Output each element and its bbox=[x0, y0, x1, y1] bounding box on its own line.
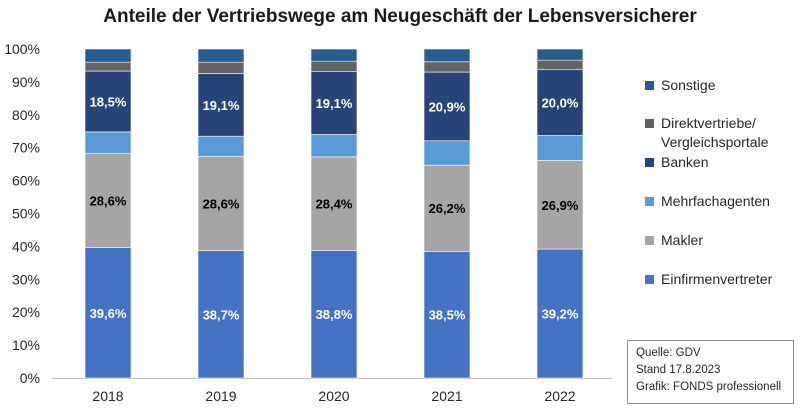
data-label: 26,9% bbox=[542, 198, 579, 213]
legend-swatch-mehrfachagenten bbox=[645, 197, 654, 206]
bar-segment-makler bbox=[84, 153, 132, 249]
x-tick-label: 2020 bbox=[318, 388, 349, 404]
legend-swatch-einfirmenvertreter bbox=[645, 275, 654, 284]
bar-segment-mehrfachagenten bbox=[84, 131, 132, 154]
bar-segment-direktvertriebe-vergleichsportale bbox=[197, 61, 245, 74]
x-tick-label: 2022 bbox=[544, 388, 575, 404]
legend-swatch-sonstige bbox=[645, 81, 654, 90]
data-label: 39,2% bbox=[542, 307, 579, 322]
legend-swatch-direktvertriebe bbox=[645, 119, 654, 128]
y-tick-label: 0% bbox=[20, 370, 40, 386]
legend-label-mehrfachagenten: Mehrfachagenten bbox=[661, 193, 770, 209]
legend-label-direktvertriebe: Direktvertriebe/ Vergleichsportale bbox=[661, 114, 800, 152]
bar-segment-sonstige bbox=[84, 48, 132, 63]
data-label: 18,5% bbox=[90, 94, 127, 109]
chart-title: Anteile der Vertriebswege am Neugeschäft… bbox=[103, 6, 697, 27]
bar-segment-banken bbox=[536, 69, 584, 136]
legend-item-makler: Makler bbox=[645, 231, 800, 250]
bar-segment-makler bbox=[197, 156, 245, 251]
bar-segment-sonstige bbox=[536, 48, 584, 61]
legend-item-banken: Banken bbox=[645, 153, 800, 172]
legend-item-einfirmenvertreter: Einfirmenvertreter bbox=[645, 270, 800, 289]
x-tick-label: 2021 bbox=[431, 388, 462, 404]
y-tick-label: 40% bbox=[12, 238, 40, 254]
data-label: 20,0% bbox=[542, 96, 579, 111]
bar-segment-makler bbox=[536, 160, 584, 250]
y-tick-label: 30% bbox=[12, 271, 40, 287]
y-tick-label: 20% bbox=[12, 304, 40, 320]
legend-swatch-makler bbox=[645, 236, 654, 245]
bar-segment-direktvertriebe-vergleichsportale bbox=[536, 59, 584, 71]
bar-segment-einfirmenvertreter bbox=[310, 250, 358, 379]
data-label: 26,2% bbox=[429, 201, 466, 216]
y-tick-label: 100% bbox=[4, 41, 40, 57]
legend-label-makler: Makler bbox=[661, 232, 704, 248]
y-tick-label: 80% bbox=[12, 107, 40, 123]
data-label: 20,9% bbox=[429, 99, 466, 114]
bar-segment-direktvertriebe-vergleichsportale bbox=[84, 61, 132, 72]
bar-segment-direktvertriebe-vergleichsportale bbox=[423, 61, 471, 73]
bar-segment-sonstige bbox=[423, 48, 471, 63]
data-label: 38,7% bbox=[203, 307, 240, 322]
data-label: 19,1% bbox=[203, 98, 240, 113]
source-box: Quelle: GDV Stand 17.8.2023 Grafik: FOND… bbox=[627, 340, 794, 404]
bar-segment-mehrfachagenten bbox=[536, 135, 584, 161]
legend-label-direktvertriebe-line1: Direktvertriebe/ bbox=[661, 115, 756, 131]
data-label: 38,8% bbox=[316, 307, 353, 322]
y-tick-label: 10% bbox=[12, 337, 40, 353]
bar-segment-mehrfachagenten bbox=[310, 134, 358, 158]
bar-segment-banken bbox=[310, 71, 358, 135]
x-tick-label: 2019 bbox=[205, 388, 236, 404]
data-label: 28,6% bbox=[203, 197, 240, 212]
y-tick-label: 70% bbox=[12, 140, 40, 156]
legend-label-direktvertriebe-line2: Vergleichsportale bbox=[661, 134, 769, 150]
bar-segment-direktvertriebe-vergleichsportale bbox=[310, 60, 358, 73]
data-label: 38,5% bbox=[429, 308, 466, 323]
data-label: 28,4% bbox=[316, 197, 353, 212]
bar-segment-makler bbox=[310, 156, 358, 251]
legend-item-mehrfachagenten: Mehrfachagenten bbox=[645, 192, 800, 211]
y-tick-label: 60% bbox=[12, 173, 40, 189]
y-tick-label: 50% bbox=[12, 206, 40, 222]
legend-item-direktvertriebe: Direktvertriebe/ Vergleichsportale bbox=[645, 114, 800, 152]
bar-segment-einfirmenvertreter bbox=[423, 251, 471, 379]
x-tick-label: 2018 bbox=[92, 388, 123, 404]
bar-segment-mehrfachagenten bbox=[423, 140, 471, 166]
bar-segment-sonstige bbox=[310, 48, 358, 62]
legend-swatch-banken bbox=[645, 158, 654, 167]
bar-segment-einfirmenvertreter bbox=[84, 247, 132, 379]
bar-segment-einfirmenvertreter bbox=[536, 248, 584, 379]
legend-label-sonstige: Sonstige bbox=[661, 77, 716, 93]
data-label: 28,6% bbox=[90, 194, 127, 209]
bar-segment-banken bbox=[197, 73, 245, 137]
y-axis: 0% 10% 20% 30% 40% 50% 60% 70% 80% 90% 100% bbox=[4, 41, 40, 386]
y-tick-label: 90% bbox=[12, 74, 40, 90]
bars: 39,6% 28,6% 18,5% 38,7% 28,6% 19,1% 38,8% 28,4%… bbox=[84, 48, 584, 379]
bar-segment-mehrfachagenten bbox=[197, 135, 245, 157]
bar-segment-sonstige bbox=[197, 48, 245, 63]
legend-label-einfirmenvertreter: Einfirmenvertreter bbox=[661, 271, 773, 287]
source-line-quelle: Quelle: GDV bbox=[636, 347, 701, 359]
data-label: 39,6% bbox=[90, 306, 127, 321]
source-line-stand: Stand 17.8.2023 bbox=[636, 364, 721, 376]
x-axis: 2018 2019 2020 2021 2022 bbox=[92, 388, 575, 404]
data-label: 19,1% bbox=[316, 96, 353, 111]
bar-segment-makler bbox=[423, 164, 471, 252]
legend-label-banken: Banken bbox=[661, 154, 709, 170]
bar-segment-banken bbox=[84, 70, 132, 133]
source-line-grafik: Grafik: FONDS professionell bbox=[636, 381, 782, 393]
bar-segment-banken bbox=[423, 71, 471, 142]
legend-item-sonstige: Sonstige bbox=[645, 76, 800, 95]
